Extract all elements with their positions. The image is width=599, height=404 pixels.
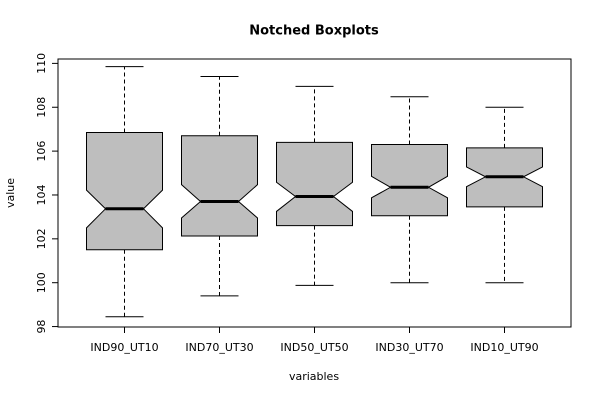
box: [371, 144, 448, 217]
x-tick-label: IND70_UT30: [185, 341, 253, 354]
chart-title: Notched Boxplots: [249, 24, 379, 39]
y-tick-label: 98: [35, 320, 48, 334]
x-tick-label: IND10_UT90: [470, 341, 538, 354]
box: [181, 135, 258, 237]
x-tick-label: IND90_UT10: [90, 341, 158, 354]
y-axis-label: value: [4, 178, 17, 208]
y-tick-label: 110: [35, 53, 48, 74]
x-axis-label: variables: [289, 370, 339, 383]
y-tick-label: 100: [35, 272, 48, 293]
box: [276, 141, 353, 227]
y-tick-label: 102: [35, 228, 48, 249]
y-tick-label: 106: [35, 141, 48, 162]
x-tick-label: IND30_UT70: [375, 341, 443, 354]
box: [86, 131, 163, 251]
y-tick-label: 104: [35, 184, 48, 205]
y-tick-label: 108: [35, 97, 48, 118]
x-tick-label: IND50_UT50: [280, 341, 348, 354]
